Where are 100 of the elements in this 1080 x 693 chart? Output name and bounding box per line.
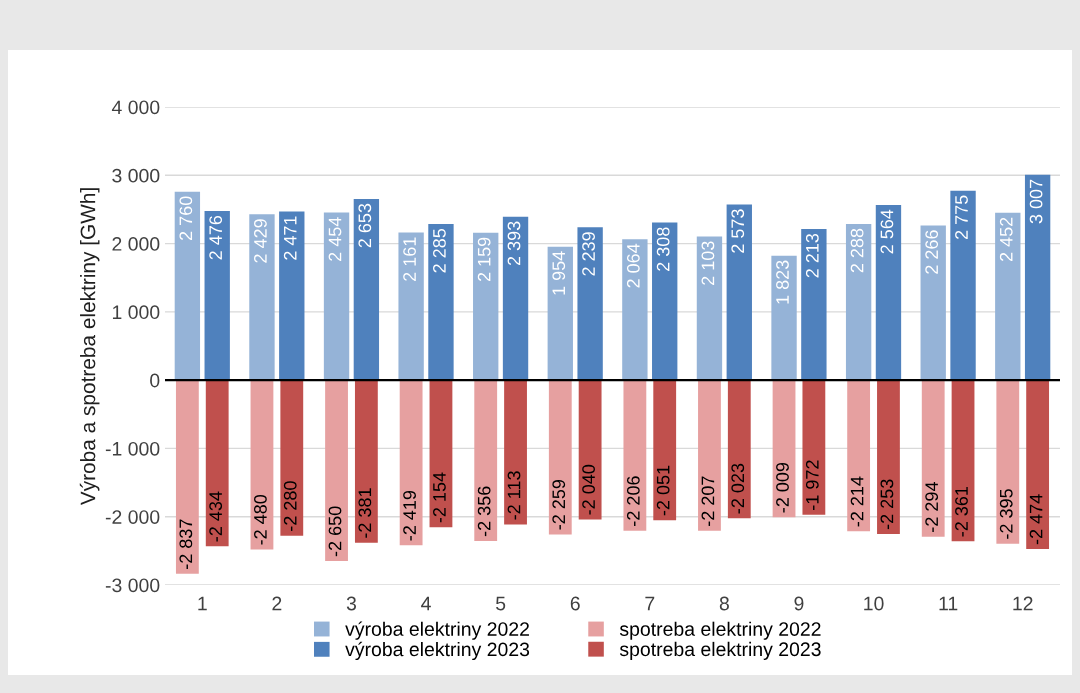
data-label: -2 356 xyxy=(477,486,491,537)
data-label: 2 429 xyxy=(254,219,267,263)
y-tick-label: -1 000 xyxy=(105,441,160,456)
bar xyxy=(622,239,648,381)
data-label: 2 064 xyxy=(626,243,640,288)
data-label: 2 393 xyxy=(507,221,521,266)
bar xyxy=(205,380,229,547)
bar xyxy=(474,380,498,542)
x-tick-label: 11 xyxy=(939,596,958,611)
data-label: 2 213 xyxy=(805,233,819,278)
x-tick-label: 10 xyxy=(864,596,884,611)
data-label: -2 113 xyxy=(507,471,521,520)
data-label: -2 009 xyxy=(776,462,789,513)
data-label: 1 823 xyxy=(776,260,789,304)
y-axis-title: Výroba a spotreba elektriny [GWh] xyxy=(79,188,100,506)
data-label: -2 395 xyxy=(999,489,1013,539)
bar xyxy=(1026,380,1050,550)
bar xyxy=(280,380,304,536)
data-label: 1 954 xyxy=(552,251,566,295)
bar xyxy=(696,236,723,381)
data-label: -2 154 xyxy=(433,472,446,523)
y-tick-label: 0 xyxy=(150,373,160,388)
data-label: -2 419 xyxy=(403,490,416,541)
bar xyxy=(847,380,871,532)
x-tick-label: 7 xyxy=(645,596,655,611)
x-tick-label: 2 xyxy=(272,596,282,611)
legend-label: spotreba elektriny 2023 xyxy=(619,641,821,660)
bar xyxy=(547,246,573,381)
x-tick-label: 9 xyxy=(794,596,804,611)
data-label: 2 454 xyxy=(328,217,342,261)
bar xyxy=(921,380,945,537)
bar xyxy=(995,212,1021,381)
bar xyxy=(548,380,572,535)
data-label: -2 361 xyxy=(955,486,968,537)
bar xyxy=(801,229,827,381)
bar xyxy=(623,380,647,531)
bar xyxy=(578,380,602,520)
bar xyxy=(996,380,1020,544)
bar xyxy=(175,380,199,574)
bar xyxy=(951,380,975,542)
data-label: -2 207 xyxy=(701,476,715,526)
bar xyxy=(323,212,350,381)
data-label: -2 650 xyxy=(328,506,342,557)
bar xyxy=(653,380,677,521)
data-label: 2 239 xyxy=(582,232,595,276)
data-label: -2 480 xyxy=(254,494,267,545)
bar xyxy=(771,255,797,381)
bar xyxy=(1024,174,1051,381)
bar xyxy=(204,211,230,381)
data-label: 2 103 xyxy=(701,241,715,285)
x-tick-label: 4 xyxy=(421,596,431,611)
y-tick-label: 4 000 xyxy=(111,100,160,115)
data-label: 2 775 xyxy=(955,195,968,240)
bar xyxy=(577,227,603,381)
data-label: 2 476 xyxy=(209,215,223,260)
bar xyxy=(950,190,976,381)
x-tick-label: 8 xyxy=(719,596,729,611)
bar xyxy=(875,205,902,381)
y-tick-label: -3 000 xyxy=(105,578,160,593)
data-label: -2 381 xyxy=(358,488,372,538)
bar xyxy=(473,232,499,381)
bar xyxy=(174,191,201,381)
x-tick-label: 12 xyxy=(1013,596,1033,611)
data-label: -1 972 xyxy=(805,460,819,510)
data-label: -2 474 xyxy=(1029,494,1043,545)
bar xyxy=(727,380,751,519)
data-label: -2 259 xyxy=(552,479,566,530)
bar xyxy=(249,214,275,381)
bar xyxy=(920,225,946,381)
y-tick-label: -2 000 xyxy=(105,510,160,524)
data-label: 2 288 xyxy=(850,228,864,273)
data-label: -2 051 xyxy=(656,465,670,516)
bar xyxy=(698,380,721,531)
legend-label: výroba elektriny 2022 xyxy=(345,621,529,640)
data-label: -2 023 xyxy=(731,463,745,514)
bar xyxy=(802,380,826,515)
data-label: 2 266 xyxy=(925,230,939,274)
data-label: 2 285 xyxy=(433,228,446,273)
bar xyxy=(399,380,423,546)
bar xyxy=(845,223,872,381)
bar xyxy=(279,211,305,381)
bar xyxy=(502,216,529,381)
bar xyxy=(726,204,752,381)
data-label: -2 214 xyxy=(850,476,864,527)
y-tick-label: 1 000 xyxy=(112,305,160,320)
data-label: 2 653 xyxy=(358,203,372,248)
data-label: -2 253 xyxy=(880,479,894,530)
data-label: 2 161 xyxy=(403,237,416,281)
y-tick-label: 3 000 xyxy=(112,168,160,183)
bar xyxy=(250,380,274,550)
data-label: 2 573 xyxy=(731,209,745,253)
bar xyxy=(429,380,453,528)
x-tick-label: 3 xyxy=(346,596,357,611)
legend-label: spotreba elektriny 2022 xyxy=(619,621,821,640)
bar xyxy=(504,380,527,525)
bar xyxy=(398,232,424,381)
bar xyxy=(325,380,348,562)
data-label: 2 760 xyxy=(179,196,193,241)
legend-label: výroba elektriny 2023 xyxy=(345,641,530,661)
bar xyxy=(428,224,454,381)
